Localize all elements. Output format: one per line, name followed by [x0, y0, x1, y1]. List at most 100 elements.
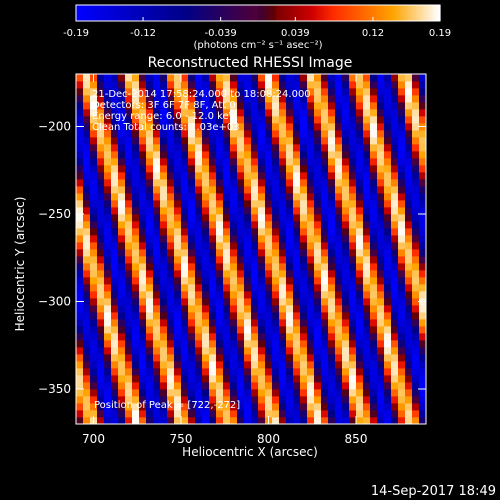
- heatmap-cell: [188, 298, 196, 306]
- heatmap-cell: [342, 312, 350, 320]
- heatmap-cell: [97, 137, 105, 145]
- heatmap-cell: [111, 186, 119, 194]
- heatmap-cell: [349, 340, 357, 348]
- heatmap-cell: [335, 354, 343, 362]
- heatmap-cell: [237, 151, 245, 159]
- colorbar-cell: [368, 5, 371, 21]
- colorbar-cell: [166, 5, 169, 21]
- heatmap-cell: [118, 368, 126, 376]
- heatmap-cell: [118, 193, 126, 201]
- heatmap-cell: [307, 368, 315, 376]
- heatmap-cell: [153, 88, 161, 96]
- colorbar-cell: [344, 5, 347, 21]
- heatmap-cell: [335, 368, 343, 376]
- heatmap-cell: [405, 81, 413, 89]
- heatmap-cell: [328, 179, 336, 187]
- heatmap-cell: [370, 298, 378, 306]
- colorbar-cell: [324, 5, 327, 21]
- heatmap-cell: [363, 270, 371, 278]
- heatmap-cell: [160, 270, 168, 278]
- annotation-time: 21-Dec-2014 17:58:24.000 to 18:08:24.000: [92, 89, 311, 100]
- heatmap-cell: [370, 165, 378, 173]
- heatmap-cell: [118, 158, 126, 166]
- heatmap-cell: [188, 95, 196, 103]
- heatmap-cell: [265, 214, 273, 222]
- heatmap-cell: [356, 382, 364, 390]
- heatmap-cell: [90, 375, 98, 383]
- heatmap-cell: [272, 263, 280, 271]
- heatmap-cell: [342, 389, 350, 397]
- heatmap-cell: [188, 228, 196, 236]
- heatmap-cell: [125, 326, 133, 334]
- heatmap-cell: [300, 214, 308, 222]
- heatmap-cell: [377, 95, 385, 103]
- heatmap-cell: [419, 109, 427, 117]
- heatmap-cell: [293, 102, 301, 110]
- heatmap-cell: [398, 74, 406, 82]
- heatmap-cell: [97, 242, 105, 250]
- heatmap-cell: [293, 256, 301, 264]
- heatmap-cell: [286, 375, 294, 383]
- heatmap-cell: [391, 361, 399, 369]
- heatmap-cell: [188, 291, 196, 299]
- heatmap-cell: [209, 375, 217, 383]
- heatmap-cell: [223, 200, 231, 208]
- heatmap-cell: [202, 165, 210, 173]
- heatmap-cell: [405, 256, 413, 264]
- heatmap-cell: [328, 102, 336, 110]
- peak-position-label: Position of Peak = [722,-272]: [94, 400, 240, 411]
- heatmap-cell: [405, 375, 413, 383]
- heatmap-cell: [258, 165, 266, 173]
- heatmap-cell: [293, 179, 301, 187]
- colorbar-cell: [268, 5, 271, 21]
- heatmap-cell: [251, 312, 259, 320]
- heatmap-cell: [293, 333, 301, 341]
- heatmap-cell: [279, 270, 287, 278]
- colorbar-tick-label: -0.12: [130, 28, 156, 39]
- heatmap-cell: [181, 137, 189, 145]
- heatmap-cell: [76, 361, 84, 369]
- heatmap-cell: [265, 354, 273, 362]
- heatmap-cell: [342, 116, 350, 124]
- heatmap-cell: [153, 116, 161, 124]
- heatmap-cell: [286, 179, 294, 187]
- colorbar-cell: [112, 5, 115, 21]
- heatmap-cell: [90, 242, 98, 250]
- heatmap-cell: [132, 396, 140, 404]
- heatmap-cell: [384, 277, 392, 285]
- heatmap-cell: [188, 172, 196, 180]
- heatmap-cell: [307, 249, 315, 257]
- heatmap-cell: [76, 151, 84, 159]
- heatmap-cell: [146, 389, 154, 397]
- heatmap-cell: [265, 284, 273, 292]
- heatmap-cell: [223, 368, 231, 376]
- heatmap-cell: [230, 200, 238, 208]
- heatmap-cell: [139, 221, 147, 229]
- colorbar-cell: [306, 5, 309, 21]
- colorbar-cell: [372, 5, 375, 21]
- heatmap-cell: [111, 74, 119, 82]
- heatmap-cell: [132, 172, 140, 180]
- colorbar-cell: [96, 5, 99, 21]
- heatmap-cell: [111, 410, 119, 418]
- x-tick-label: 800: [257, 432, 280, 446]
- heatmap-cell: [216, 410, 224, 418]
- heatmap-cell: [230, 81, 238, 89]
- colorbar-cell: [374, 5, 377, 21]
- heatmap-cell: [209, 123, 217, 131]
- heatmap-cell: [328, 333, 336, 341]
- heatmap-cell: [118, 123, 126, 131]
- colorbar-cell: [266, 5, 269, 21]
- heatmap-cell: [230, 256, 238, 264]
- heatmap-cell: [251, 186, 259, 194]
- heatmap-cell: [125, 284, 133, 292]
- heatmap-cell: [202, 137, 210, 145]
- heatmap-cell: [160, 186, 168, 194]
- heatmap-cell: [76, 193, 84, 201]
- heatmap-cell: [251, 347, 259, 355]
- heatmap-cell: [237, 179, 245, 187]
- heatmap-cell: [139, 137, 147, 145]
- heatmap-cell: [230, 284, 238, 292]
- heatmap-cell: [90, 284, 98, 292]
- heatmap-cell: [356, 277, 364, 285]
